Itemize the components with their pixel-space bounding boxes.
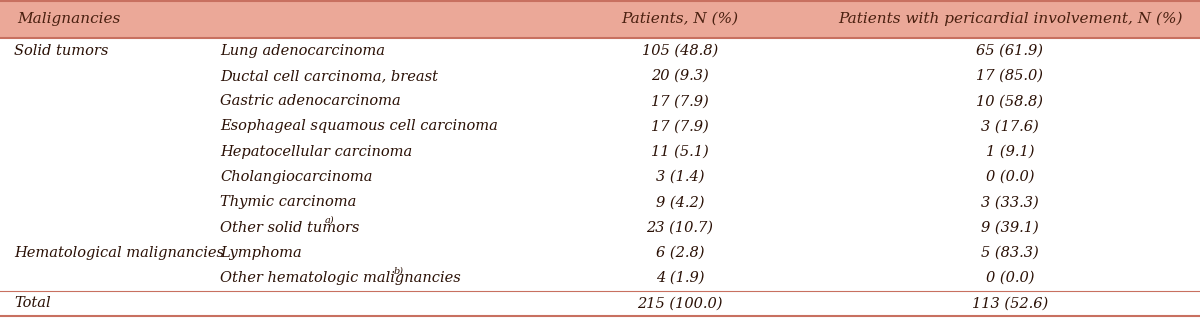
Text: 3 (1.4): 3 (1.4) <box>655 170 704 184</box>
Text: Esophageal squamous cell carcinoma: Esophageal squamous cell carcinoma <box>220 120 498 133</box>
Text: Hematological malignancies: Hematological malignancies <box>14 246 224 260</box>
Text: Total: Total <box>14 296 50 310</box>
Text: 4 (1.9): 4 (1.9) <box>655 271 704 285</box>
Text: Malignancies: Malignancies <box>17 12 120 26</box>
Text: 10 (58.8): 10 (58.8) <box>977 94 1044 108</box>
Text: 5 (83.3): 5 (83.3) <box>982 246 1039 260</box>
Text: Hepatocellular carcinoma: Hepatocellular carcinoma <box>220 145 413 159</box>
Text: Patients with pericardial involvement, N (%): Patients with pericardial involvement, N… <box>838 12 1182 26</box>
Text: Ductal cell carcinoma, breast: Ductal cell carcinoma, breast <box>220 69 438 83</box>
Text: 6 (2.8): 6 (2.8) <box>655 246 704 260</box>
Text: 17 (7.9): 17 (7.9) <box>652 94 709 108</box>
Text: 105 (48.8): 105 (48.8) <box>642 44 718 58</box>
Text: Other hematologic malignancies: Other hematologic malignancies <box>220 271 461 285</box>
Text: 65 (61.9): 65 (61.9) <box>977 44 1044 58</box>
Text: 17 (85.0): 17 (85.0) <box>977 69 1044 83</box>
Text: 3 (33.3): 3 (33.3) <box>982 195 1039 209</box>
Text: Patients, N (%): Patients, N (%) <box>622 12 738 26</box>
Text: 0 (0.0): 0 (0.0) <box>985 271 1034 285</box>
Text: Other solid tumors: Other solid tumors <box>220 221 359 235</box>
Text: 0 (0.0): 0 (0.0) <box>985 170 1034 184</box>
Text: 11 (5.1): 11 (5.1) <box>652 145 709 159</box>
Text: Solid tumors: Solid tumors <box>14 44 108 58</box>
Text: Thymic carcinoma: Thymic carcinoma <box>220 195 356 209</box>
Text: 20 (9.3): 20 (9.3) <box>652 69 709 83</box>
Text: 113 (52.6): 113 (52.6) <box>972 296 1048 310</box>
Text: Lymphoma: Lymphoma <box>220 246 301 260</box>
Text: 9 (39.1): 9 (39.1) <box>982 221 1039 235</box>
Bar <box>0 0 1200 38</box>
Text: 215 (100.0): 215 (100.0) <box>637 296 722 310</box>
Text: b): b) <box>394 267 404 275</box>
Text: a): a) <box>324 216 334 225</box>
Text: 9 (4.2): 9 (4.2) <box>655 195 704 209</box>
Text: Cholangiocarcinoma: Cholangiocarcinoma <box>220 170 372 184</box>
Text: 3 (17.6): 3 (17.6) <box>982 120 1039 133</box>
Text: Lung adenocarcinoma: Lung adenocarcinoma <box>220 44 385 58</box>
Text: Gastric adenocarcinoma: Gastric adenocarcinoma <box>220 94 401 108</box>
Text: 1 (9.1): 1 (9.1) <box>985 145 1034 159</box>
Text: 23 (10.7): 23 (10.7) <box>647 221 714 235</box>
Text: 17 (7.9): 17 (7.9) <box>652 120 709 133</box>
